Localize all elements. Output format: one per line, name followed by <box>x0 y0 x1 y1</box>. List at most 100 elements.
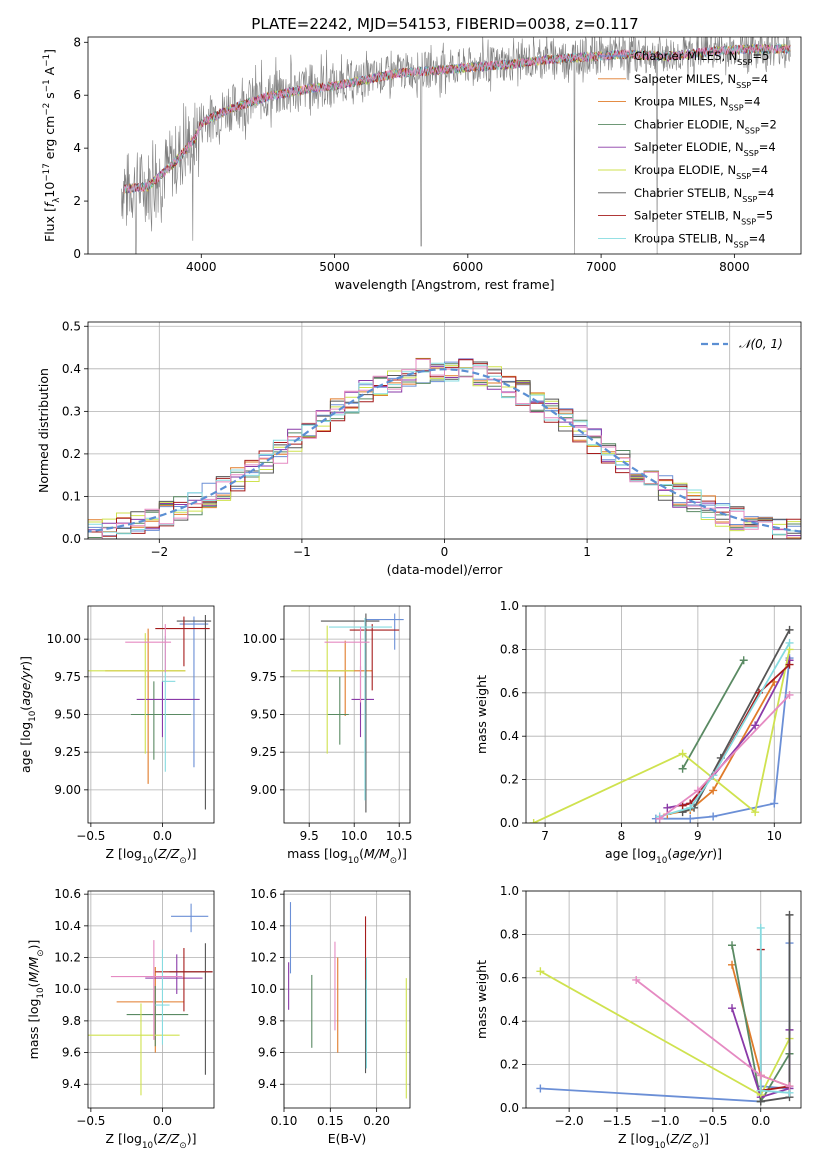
weight-vs-metallicity-chart: −2.0 −1.5 −1.0 −0.5 0.0 0.0 0.2 0.4 0.6 0.8 1.0 Z [… <box>474 884 802 1151</box>
errorbar-point <box>176 615 212 810</box>
y-tick-label: 9.00 <box>250 783 277 797</box>
plot-area <box>88 615 212 810</box>
x-tick-label: 8000 <box>719 260 750 274</box>
weight-line <box>760 914 791 1103</box>
weight-marker <box>739 656 748 665</box>
figure-title: PLATE=2242, MJD=54153, FIBERID=0038, z=0… <box>251 15 638 33</box>
errorbar-point <box>155 616 210 667</box>
legend-label: Chabrier MILES, NSSP=5 <box>634 49 769 67</box>
plot-area <box>88 357 801 539</box>
errorbar-point <box>136 681 200 738</box>
age-vs-metallicity-chart: −0.5 0.0 9.00 9.25 9.50 9.75 10.00 Z [log10(Z/Z… <box>18 605 215 866</box>
x-tick-label: 0.15 <box>317 1114 344 1128</box>
weight-series <box>663 677 779 819</box>
y-tick-label: 10.00 <box>47 632 81 646</box>
x-tick-label: 0.0 <box>153 1114 172 1128</box>
x-axis-label: Z [log10(Z/Z⊙)] <box>618 1131 709 1151</box>
x-tick-label: 1 <box>583 545 591 559</box>
legend-label: Salpeter STELIB, NSSP=5 <box>634 209 773 227</box>
y-axis-label: Flux [fλ10−17 erg cm−2 s−1 A−1] <box>42 49 62 242</box>
weight-marker <box>693 786 702 795</box>
weight-marker <box>756 1097 765 1106</box>
y-tick-label: 0.0 <box>62 532 81 546</box>
y-tick-label: 9.8 <box>258 1014 277 1028</box>
weight-marker <box>728 941 737 950</box>
y-tick-label: 10.2 <box>54 951 81 965</box>
errorbar-point <box>88 1003 180 1096</box>
x-tick-label: 7 <box>541 829 549 843</box>
errorbar-point <box>169 943 213 1075</box>
axes-border <box>87 890 215 1109</box>
y-axis-label: age [log10(age/yr)] <box>18 656 38 773</box>
x-axis-label: age [log10(age/yr)] <box>605 846 722 866</box>
errorbar-point <box>320 613 380 813</box>
y-tick-label: 9.75 <box>54 670 81 684</box>
weight-marker <box>785 1082 794 1091</box>
weight-line <box>759 949 790 1092</box>
residual-histogram-chart: −2 −1 0 1 2 0.0 0.1 0.2 0.3 0.4 0.5 (data-model)/er… <box>36 319 802 577</box>
axes-border <box>87 605 215 824</box>
y-axis-label: mass [log10(M/M⊙)] <box>26 940 46 1060</box>
y-tick-label: 0.0 <box>500 1101 519 1115</box>
weight-marker <box>770 799 779 808</box>
x-tick-label: 10 <box>767 829 782 843</box>
errorbar-point <box>110 940 183 1040</box>
weight-marker <box>756 1086 765 1095</box>
y-tick-label: 8 <box>73 35 81 49</box>
plot-area <box>291 613 404 813</box>
errorbar-point <box>318 640 373 717</box>
weight-marker <box>785 690 794 699</box>
y-tick-label: 9.00 <box>54 783 81 797</box>
y-tick-label: 9.4 <box>62 1077 81 1091</box>
x-tick-label: 10.5 <box>386 829 413 843</box>
errorbar-point <box>327 676 349 745</box>
plot-area <box>288 902 407 1099</box>
weight-line <box>659 642 791 818</box>
x-tick-label: −1 <box>293 545 311 559</box>
y-tick-label: 0.2 <box>62 447 81 461</box>
y-tick-label: 9.50 <box>250 708 277 722</box>
y-tick-label: 9.8 <box>62 1014 81 1028</box>
weight-series <box>756 945 794 1095</box>
x-tick-label: 7000 <box>586 260 617 274</box>
weight-marker <box>529 819 538 823</box>
y-tick-label: 0.4 <box>500 729 519 743</box>
y-tick-label: 10.0 <box>250 982 277 996</box>
axes-border <box>525 890 802 1109</box>
y-tick-label: 9.6 <box>258 1046 277 1060</box>
model-spectrum-line <box>123 44 791 194</box>
legend: 𝒩(0, 1) <box>701 337 783 351</box>
plot-area <box>121 37 791 254</box>
y-axis-label: mass weight <box>474 960 489 1039</box>
y-tick-label: 0.3 <box>62 404 81 418</box>
x-tick-label: −0.5 <box>76 1114 105 1128</box>
weight-marker <box>678 749 687 758</box>
axes-frame: 0.10 0.15 0.20 9.4 9.6 9.8 10.0 10.2 10.4 10.6 E(B… <box>250 887 411 1146</box>
x-axis-label: (data-model)/error <box>387 562 504 577</box>
weight-marker <box>686 803 695 812</box>
legend-label: Chabrier ELODIE, NSSP=2 <box>634 117 777 135</box>
legend-label: Kroupa ELODIE, NSSP=4 <box>634 163 768 181</box>
weight-marker <box>709 786 718 795</box>
y-tick-label: 10.2 <box>250 951 277 965</box>
x-tick-label: −2.0 <box>555 1114 584 1128</box>
weight-marker <box>536 1084 545 1093</box>
x-tick-label: 0.10 <box>271 1114 298 1128</box>
x-tick-label: 8 <box>618 829 626 843</box>
axes-frame: −2.0 −1.5 −1.0 −0.5 0.0 0.0 0.2 0.4 0.6 0.8 1.0 Z [… <box>474 884 802 1151</box>
plot-area <box>536 910 794 1106</box>
weight-marker <box>536 967 545 976</box>
age-vs-mass-chart: 9.5 10.0 10.5 9.00 9.25 9.50 9.75 10.00 mass [lo… <box>243 605 413 866</box>
weight-line <box>682 629 791 813</box>
weight-series <box>655 690 794 823</box>
y-tick-label: 10.4 <box>250 919 277 933</box>
weight-line <box>681 659 745 770</box>
errorbar-point <box>155 948 213 1012</box>
x-tick-label: 0.0 <box>153 829 172 843</box>
x-tick-label: 0.0 <box>751 1114 770 1128</box>
weight-marker <box>751 721 760 730</box>
x-tick-label: 10.0 <box>341 829 368 843</box>
y-tick-label: 9.6 <box>62 1046 81 1060</box>
weight-vs-age-chart: 7 8 9 10 0.0 0.2 0.4 0.6 0.8 1.0 age [log10(age/yr… <box>474 599 802 866</box>
weight-line <box>533 649 791 823</box>
